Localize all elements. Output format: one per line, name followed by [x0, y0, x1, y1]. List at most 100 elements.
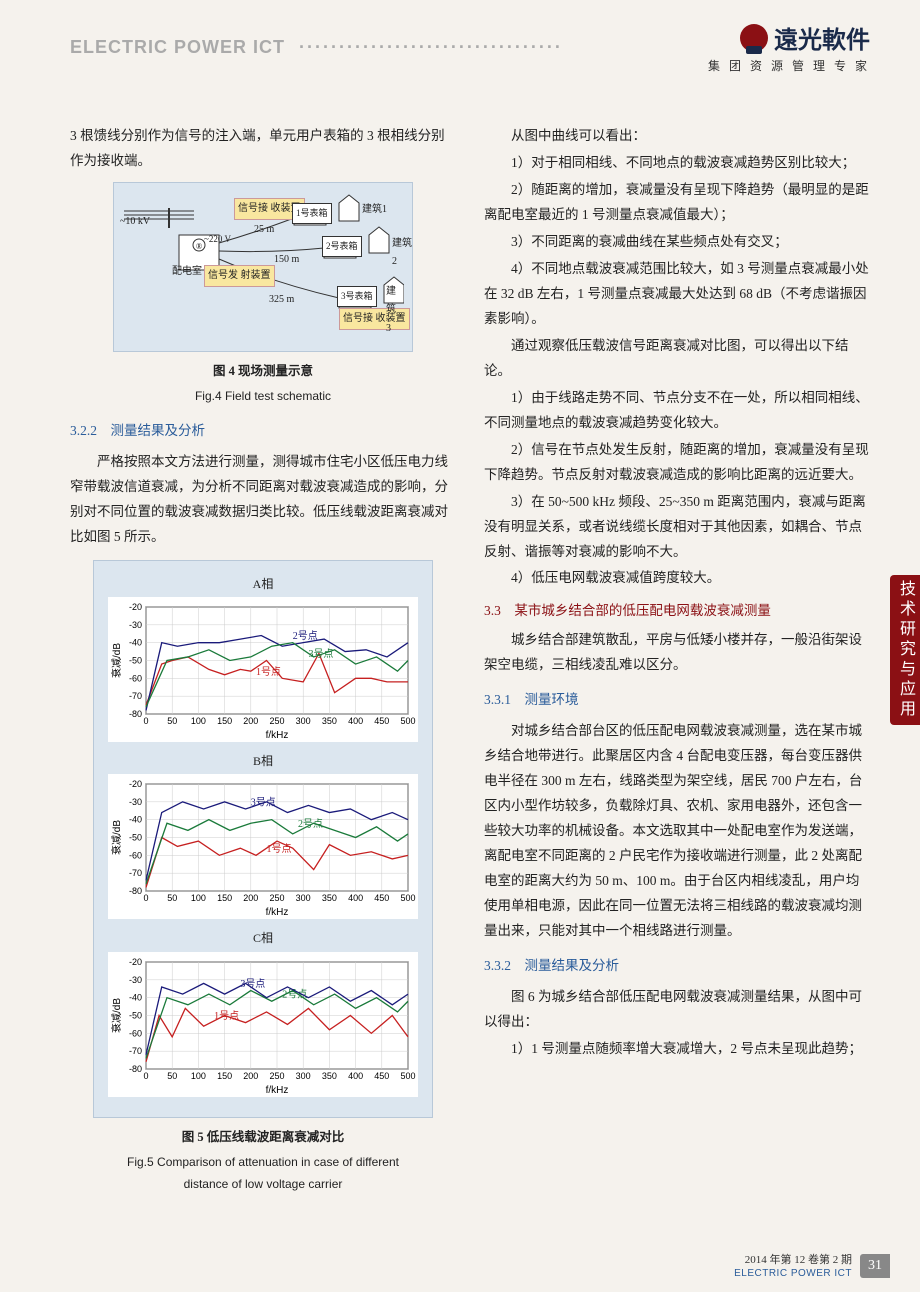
chart-panel: B相050100150200250300350400450500-20-30-4… — [102, 750, 424, 919]
svg-text:50: 50 — [167, 893, 177, 903]
svg-text:3号点: 3号点 — [308, 648, 333, 660]
svg-text:衰减/dB: 衰减/dB — [110, 997, 123, 1032]
rc-p3: 3）不同距离的衰减曲线在某些频点处有交叉； — [484, 230, 870, 255]
svg-text:-50: -50 — [129, 1010, 142, 1020]
section-331-title: 3.3.1 测量环境 — [484, 688, 870, 713]
svg-text:350: 350 — [322, 1071, 337, 1081]
svg-text:f/kHz: f/kHz — [266, 907, 289, 918]
rc-p6: 1）由于线路走势不同、节点分支不在一处，所以相同相线、不同测量地点的载波衰减趋势… — [484, 386, 870, 436]
svg-text:50: 50 — [167, 1071, 177, 1081]
svg-text:500: 500 — [400, 1071, 415, 1081]
svg-text:0: 0 — [143, 1071, 148, 1081]
chart-panel-title: B相 — [102, 750, 424, 772]
svg-text:50: 50 — [167, 716, 177, 726]
svg-text:150: 150 — [217, 716, 232, 726]
svg-text:400: 400 — [348, 1071, 363, 1081]
para-322: 严格按照本文方法进行测量，测得城市住宅小区低压电力线窄带载波信道衰减，为分析不同… — [70, 450, 456, 550]
svg-text:衰减/dB: 衰减/dB — [110, 643, 123, 678]
rc-p9: 4）低压电网载波衰减值跨度较大。 — [484, 566, 870, 591]
svg-text:350: 350 — [322, 893, 337, 903]
svg-text:2号点: 2号点 — [298, 818, 323, 830]
svg-text:®: ® — [196, 242, 202, 251]
fig4-vin: ~10 kV — [120, 213, 150, 232]
svg-text:-50: -50 — [129, 833, 142, 843]
svg-text:f/kHz: f/kHz — [266, 730, 289, 741]
fig4-b3: 建筑3 — [386, 283, 396, 339]
fig5-caption-en1: Fig.5 Comparison of attenuation in case … — [70, 1151, 456, 1173]
svg-text:200: 200 — [243, 1071, 258, 1081]
fig4-meter3: 3号表箱 — [337, 286, 377, 307]
svg-text:-40: -40 — [129, 992, 142, 1002]
logo-subtitle: 集 团 资 源 管 理 专 家 — [708, 57, 870, 74]
svg-text:0: 0 — [143, 716, 148, 726]
footer-journal: ELECTRIC POWER ICT — [734, 1267, 852, 1280]
svg-text:-30: -30 — [129, 620, 142, 630]
logo-icon — [740, 24, 768, 52]
svg-text:-20: -20 — [129, 602, 142, 612]
svg-text:-70: -70 — [129, 691, 142, 701]
right-column: 从图中曲线可以看出： 1）对于相同相线、不同地点的载波衰减趋势区别比较大； 2）… — [484, 124, 870, 1207]
chart-panel: A相050100150200250300350400450500-20-30-4… — [102, 573, 424, 742]
svg-text:400: 400 — [348, 716, 363, 726]
svg-text:450: 450 — [374, 1071, 389, 1081]
svg-text:450: 450 — [374, 893, 389, 903]
rc-p5: 通过观察低压载波信号距离衰减对比图，可以得出以下结论。 — [484, 334, 870, 384]
svg-text:-20: -20 — [129, 957, 142, 967]
fig4-tx: 信号发 射装置 — [204, 265, 275, 288]
rc-p8: 3）在 50~500 kHz 频段、25~350 m 距离范围内，衰减与距离没有… — [484, 490, 870, 565]
svg-text:1号点: 1号点 — [214, 1010, 239, 1022]
chart-panel: C相 0 50 100 150 200 250 300 350 400 450 500 -20 -30 -4… — [102, 927, 424, 1096]
svg-text:300: 300 — [296, 1071, 311, 1081]
fig4-d3: 325 m — [269, 291, 294, 310]
fig5-caption-cn: 图 5 低压线载波距离衰减对比 — [70, 1126, 456, 1149]
header-dots: ································· — [299, 37, 563, 57]
rc-p4: 4）不同地点载波衰减范围比较大，如 3 号测量点衰减最小处在 32 dB 左右，… — [484, 257, 870, 332]
logo-block: 遠光軟件 集 团 资 源 管 理 专 家 — [708, 20, 870, 74]
figure-4-schematic: ® 信号接 收装置 信号发 射装置 信号接 收装置 ~ — [113, 182, 413, 352]
rc-p1: 1）对于相同相线、不同地点的载波衰减趋势区别比较大； — [484, 151, 870, 176]
svg-text:1号点: 1号点 — [256, 666, 281, 678]
svg-text:-80: -80 — [129, 1064, 142, 1074]
fig4-vout: ~220 V — [204, 231, 231, 248]
rc-p0: 从图中曲线可以看出： — [484, 124, 870, 149]
svg-text:f/kHz: f/kHz — [266, 1085, 289, 1096]
side-tab: 技术研究与应用 — [890, 575, 920, 725]
left-column: 3 根馈线分别作为信号的注入端，单元用户表箱的 3 根相线分别作为接收端。 ® — [70, 124, 456, 1207]
svg-text:100: 100 — [191, 893, 206, 903]
svg-text:-40: -40 — [129, 815, 142, 825]
page-footer: 2014 年第 12 卷第 2 期 ELECTRIC POWER ICT 31 — [734, 1253, 890, 1280]
fig4-caption-cn: 图 4 现场测量示意 — [70, 360, 456, 383]
content-columns: 3 根馈线分别作为信号的注入端，单元用户表箱的 3 根相线分别作为接收端。 ® — [70, 124, 870, 1207]
svg-text:-30: -30 — [129, 974, 142, 984]
svg-text:-70: -70 — [129, 869, 142, 879]
svg-text:150: 150 — [217, 1071, 232, 1081]
svg-text:-60: -60 — [129, 674, 142, 684]
fig4-substation: 配电室 — [172, 263, 202, 282]
svg-text:-70: -70 — [129, 1046, 142, 1056]
svg-text:2号点: 2号点 — [293, 630, 318, 642]
svg-text:-60: -60 — [129, 1028, 142, 1038]
page-header: ELECTRIC POWER ICT ·····················… — [70, 20, 870, 74]
fig4-meter1: 1号表箱 — [292, 203, 332, 224]
svg-text:-40: -40 — [129, 638, 142, 648]
svg-text:350: 350 — [322, 716, 337, 726]
svg-text:衰减/dB: 衰减/dB — [110, 820, 123, 855]
chart-panel-title: A相 — [102, 573, 424, 595]
fig4-b2: 建筑2 — [392, 235, 412, 272]
fig4-caption-en: Fig.4 Field test schematic — [70, 385, 456, 407]
svg-text:250: 250 — [269, 716, 284, 726]
rc-p332a: 图 6 为城乡结合部低压配电网载波衰减测量结果，从图中可以得出： — [484, 985, 870, 1035]
svg-text:200: 200 — [243, 893, 258, 903]
rc-p332b: 1）1 号测量点随频率增大衰减增大，2 号点未呈现此趋势； — [484, 1037, 870, 1062]
svg-text:250: 250 — [269, 893, 284, 903]
svg-text:-20: -20 — [129, 779, 142, 789]
svg-text:3号点: 3号点 — [251, 797, 276, 809]
fig4-b1: 建筑1 — [362, 201, 387, 220]
svg-text:300: 300 — [296, 893, 311, 903]
svg-text:-80: -80 — [129, 709, 142, 719]
chart-panel-title: C相 — [102, 927, 424, 949]
svg-text:250: 250 — [269, 1071, 284, 1081]
svg-text:100: 100 — [191, 1071, 206, 1081]
section-33-title: 3.3 某市城乡结合部的低压配电网载波衰减测量 — [484, 599, 870, 624]
intro-para: 3 根馈线分别作为信号的注入端，单元用户表箱的 3 根相线分别作为接收端。 — [70, 124, 456, 174]
